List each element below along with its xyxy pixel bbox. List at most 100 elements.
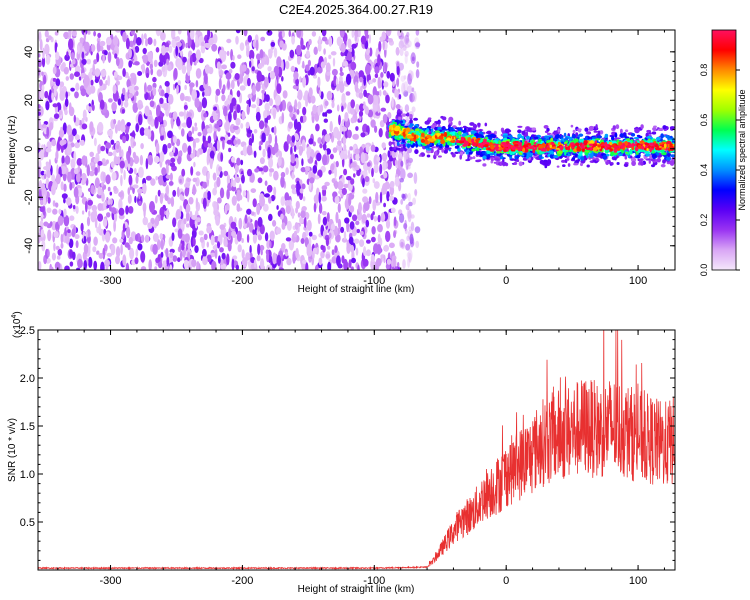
spectrogram-noise-cell — [268, 213, 273, 221]
spectrogram-signal-cell — [554, 134, 560, 140]
spectrogram-noise-cell — [239, 42, 245, 51]
spectrogram-noise-cell — [111, 171, 117, 181]
spectrogram-noise-cell — [144, 91, 149, 101]
spectrogram-signal-cell — [402, 143, 406, 149]
spectrogram-noise-cell — [226, 188, 230, 200]
spectrogram-noise-cell — [386, 191, 390, 202]
spectrogram-signal-cell — [526, 135, 530, 140]
spectrogram-noise-cell — [52, 66, 57, 75]
spectrogram-noise-cell — [373, 215, 378, 222]
spectrogram-signal-cell — [584, 127, 589, 132]
spectrogram-noise-cell — [61, 155, 65, 165]
spectrogram-noise-cell — [334, 166, 337, 178]
spectrogram-noise-cell — [382, 39, 385, 51]
spectrogram-noise-cell — [61, 193, 68, 199]
spectrogram-signal-cell — [524, 140, 528, 145]
spectrogram-signal-cell — [456, 135, 460, 139]
spectrogram-noise-cell — [343, 143, 347, 152]
spectrogram-noise-cell — [49, 122, 54, 131]
spectrogram-noise-cell — [183, 218, 187, 225]
spectrogram-noise-cell — [97, 186, 102, 196]
spectrogram-noise-cell — [383, 171, 388, 179]
spectrogram-noise-cell — [264, 232, 269, 242]
spectrogram-noise-cell — [308, 87, 313, 98]
spectrogram-noise-cell — [123, 169, 126, 181]
spectrogram-noise-cell — [332, 57, 336, 67]
spectrogram-signal-cell — [640, 124, 644, 129]
spectrogram-signal-cell — [631, 160, 636, 166]
spectrogram-noise-cell — [112, 150, 117, 157]
spectrogram-noise-cell — [337, 180, 344, 191]
spectrogram-noise-cell — [323, 118, 328, 123]
spectrogram-noise-cell — [252, 233, 257, 244]
spectrogram-noise-cell — [128, 48, 132, 59]
spectrogram-noise-cell — [296, 30, 302, 38]
spectrogram-noise-cell — [391, 266, 398, 270]
spectrogram-signal-cell — [441, 148, 445, 153]
spectrogram-noise-cell — [152, 233, 159, 242]
spectrogram-signal-cell — [658, 128, 664, 131]
spectrogram-signal-cell — [627, 144, 631, 148]
spectrogram-noise-cell — [134, 61, 140, 66]
spectrogram-noise-cell — [172, 255, 178, 262]
spectrogram-noise-cell — [63, 66, 69, 75]
spectrogram-noise-cell — [125, 262, 130, 270]
spectrogram-signal-cell — [474, 126, 477, 130]
spectrogram-noise-cell — [126, 226, 131, 239]
spectrogram-noise-cell — [389, 180, 395, 188]
spectrogram-noise-cell — [195, 34, 199, 46]
spectrogram-noise-cell — [63, 31, 70, 39]
spectrogram-noise-cell — [370, 119, 376, 128]
spectrogram-noise-cell — [156, 239, 161, 251]
spectrogram-noise-cell — [120, 124, 126, 133]
spectrogram-noise-cell — [124, 100, 129, 108]
spectrogram-noise-cell — [283, 141, 289, 152]
spectrogram-noise-cell — [110, 139, 115, 145]
spectrogram-noise-cell — [137, 243, 143, 251]
spectrogram-noise-cell — [343, 258, 348, 270]
spectrogram-signal-cell — [614, 132, 618, 138]
spectrogram-noise-cell — [125, 205, 129, 215]
spectrogram-noise-cell — [209, 157, 213, 170]
spectrogram-noise-cell — [159, 193, 164, 205]
spectrogram-noise-cell — [252, 198, 257, 208]
spectrogram-noise-cell — [410, 214, 415, 219]
spectrogram-noise-cell — [218, 166, 223, 172]
spectrogram-noise-cell — [134, 195, 137, 204]
spectrogram-noise-cell — [52, 180, 58, 190]
spectrogram-noise-cell — [115, 80, 120, 86]
spectrogram-noise-cell — [90, 184, 95, 195]
spectrogram-signal-cell — [482, 163, 487, 167]
spectrogram-noise-cell — [390, 207, 396, 214]
spectrogram-signal-cell — [519, 146, 523, 150]
spectrogram-noise-cell — [245, 121, 250, 129]
spectrogram-noise-cell — [150, 130, 155, 142]
spectrogram-noise-cell — [195, 197, 199, 208]
spectrogram-noise-cell — [264, 193, 271, 198]
spectrogram-noise-cell — [178, 111, 185, 117]
spectrogram-signal-cell — [646, 148, 649, 151]
spectrogram-noise-cell — [400, 168, 406, 180]
spectrogram-noise-cell — [325, 237, 329, 247]
spectrogram-noise-cell — [223, 105, 228, 117]
spectrogram-noise-cell — [326, 109, 333, 114]
spectrogram-noise-cell — [376, 244, 382, 255]
spectrogram-signal-cell — [624, 155, 628, 160]
spectrogram-noise-cell — [242, 190, 247, 198]
spectrogram-noise-cell — [349, 221, 355, 230]
spectrogram-noise-cell — [407, 172, 413, 179]
spectrogram-noise-cell — [75, 82, 80, 92]
spectrogram-noise-cell — [182, 142, 188, 153]
spectrogram-noise-cell — [176, 138, 181, 147]
spectrogram-noise-cell — [255, 111, 261, 122]
spectrogram-noise-cell — [213, 201, 218, 211]
spectrogram-image — [38, 30, 675, 270]
spectrogram-noise-cell — [256, 204, 261, 215]
spectrogram-noise-cell — [227, 79, 230, 89]
spectrogram-signal-cell — [619, 133, 624, 138]
spectrogram-noise-cell — [249, 60, 252, 68]
spectrogram-signal-cell — [489, 155, 496, 158]
spectrogram-noise-cell — [224, 100, 229, 107]
spectrogram-noise-cell — [147, 222, 153, 230]
spectrogram-noise-cell — [85, 230, 88, 238]
